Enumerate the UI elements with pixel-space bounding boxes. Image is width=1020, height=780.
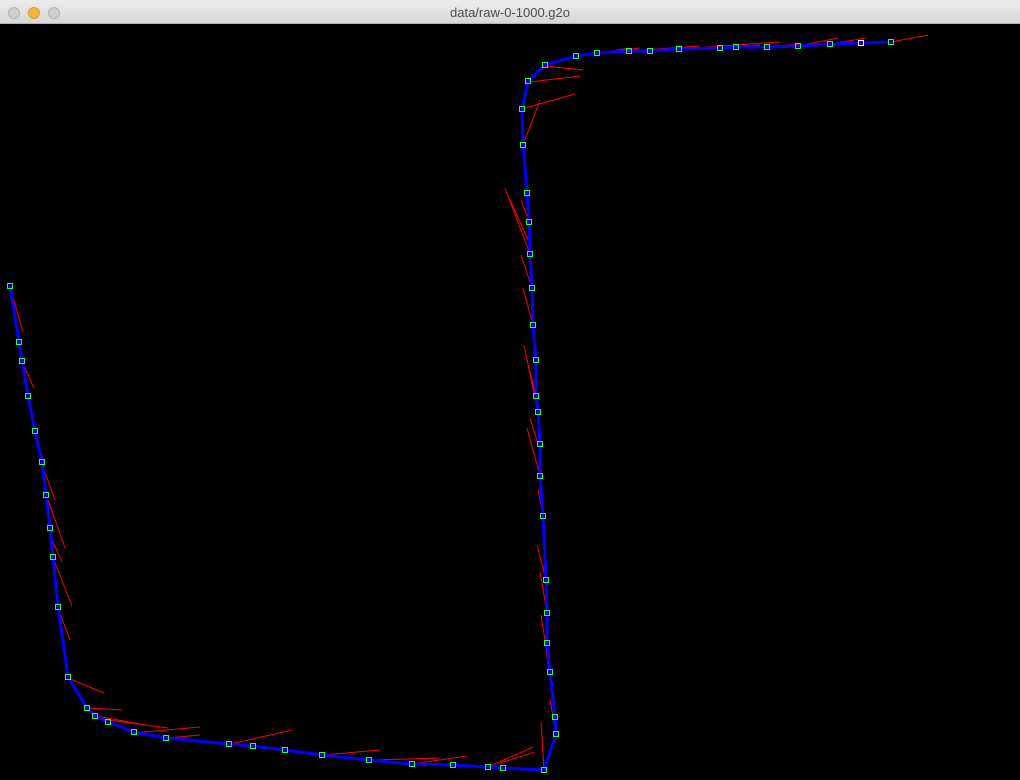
observation-edge [322, 749, 381, 756]
pose-node [50, 554, 56, 560]
pose-node [524, 190, 530, 196]
pose-node [535, 409, 541, 415]
observation-edge [544, 65, 584, 71]
pose-node-highlighted [858, 40, 864, 46]
pose-node [626, 48, 632, 54]
pose-node [250, 743, 256, 749]
observation-edge [526, 427, 541, 477]
pose-node [319, 752, 325, 758]
window-title: data/raw-0-1000.g2o [450, 5, 570, 20]
pose-node [540, 513, 546, 519]
pose-node [43, 492, 49, 498]
pose-node [16, 339, 22, 345]
observation-edge [411, 755, 468, 765]
pose-node [163, 735, 169, 741]
pose-node [795, 43, 801, 49]
pose-node [39, 459, 45, 465]
observation-edge [520, 254, 533, 289]
observation-edge [522, 99, 541, 146]
pose-node [25, 393, 31, 399]
pose-nodes [7, 39, 894, 773]
observation-edge [133, 726, 201, 734]
window-controls [8, 7, 60, 19]
observation-edge [529, 417, 539, 445]
observation-edge [499, 751, 536, 764]
observation-edge [529, 75, 581, 83]
pose-node [500, 765, 506, 771]
zoom-button[interactable] [48, 7, 60, 19]
pose-node [573, 53, 579, 59]
observation-edge [229, 729, 293, 745]
observation-edge [51, 539, 63, 563]
observation-edge [87, 707, 123, 711]
pose-node [537, 473, 543, 479]
graph-canvas[interactable] [0, 24, 1020, 780]
pose-node [888, 39, 894, 45]
pose-node [526, 219, 532, 225]
pose-node [527, 251, 533, 257]
observation-edge [43, 469, 56, 501]
observation-edge [47, 499, 66, 549]
observation-edge [509, 199, 529, 241]
pose-node [47, 525, 53, 531]
pose-node [533, 393, 539, 399]
pose-node [764, 44, 770, 50]
pose-node [717, 45, 723, 51]
pose-node [533, 357, 539, 363]
pose-node [519, 106, 525, 112]
pose-node [541, 767, 547, 773]
pose-node [92, 713, 98, 719]
pose-node [529, 285, 535, 291]
pose-node [553, 731, 559, 737]
pose-node [131, 729, 137, 735]
pose-node [282, 747, 288, 753]
trajectory-path [8, 40, 893, 772]
pose-node [32, 428, 38, 434]
pose-node [543, 577, 549, 583]
pose-node [530, 322, 536, 328]
pose-node [485, 764, 491, 770]
observation-edge [890, 34, 929, 43]
pose-node [7, 283, 13, 289]
pose-node [409, 761, 415, 767]
observation-edge [540, 721, 545, 771]
pose-node [594, 50, 600, 56]
title-bar[interactable]: data/raw-0-1000.g2o [0, 0, 1020, 24]
observation-edge [371, 757, 441, 761]
pose-node [544, 610, 550, 616]
close-button[interactable] [8, 7, 20, 19]
pose-node [105, 719, 111, 725]
pose-node [827, 41, 833, 47]
pose-node [520, 142, 526, 148]
pose-node [55, 604, 61, 610]
pose-node [19, 358, 25, 364]
pose-node [450, 762, 456, 768]
observation-edge [53, 559, 73, 607]
pose-node [226, 741, 232, 747]
observation-edge [524, 93, 576, 109]
observation-edge [504, 187, 531, 255]
minimize-button[interactable] [28, 7, 40, 19]
pose-node [542, 62, 548, 68]
pose-node [544, 640, 550, 646]
observation-edge [107, 719, 169, 729]
pose-node [366, 757, 372, 763]
pose-node [525, 78, 531, 84]
pose-node [552, 714, 558, 720]
observation-edges [10, 34, 929, 771]
pose-node [537, 441, 543, 447]
pose-node [647, 48, 653, 54]
pose-node [733, 44, 739, 50]
observation-edge [487, 746, 534, 768]
pose-node [84, 705, 90, 711]
observation-edge [95, 715, 141, 725]
pose-node [65, 674, 71, 680]
observation-edge [67, 677, 105, 694]
pose-node [676, 46, 682, 52]
pose-node [547, 669, 553, 675]
pose-graph [7, 34, 929, 773]
